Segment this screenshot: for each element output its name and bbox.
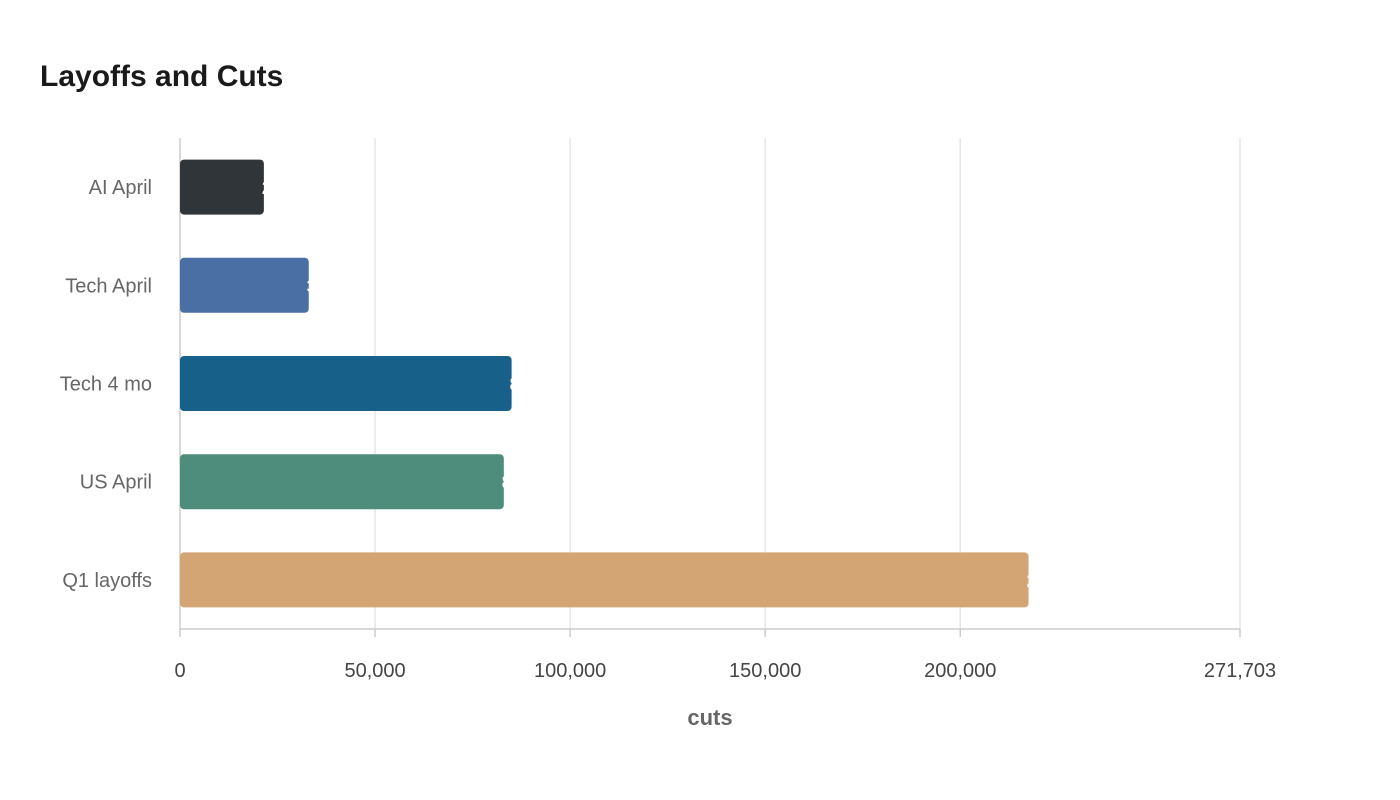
category-label: Tech 4 mo: [60, 374, 152, 396]
bar: [180, 257, 309, 313]
bar: [180, 552, 1029, 608]
chart-title: Layoffs and Cuts: [40, 60, 284, 93]
bar-value-label: 85,000: [510, 375, 565, 395]
x-tick-labels: 0 50,000 100,000 150,000 200,000 271,703: [174, 629, 1276, 682]
category-labels: AI April Tech April Tech 4 mo US April Q1 la…: [60, 177, 152, 592]
x-tick-label: 150,000: [729, 660, 801, 682]
bar-value-label: 83,000: [502, 473, 557, 493]
category-label: Tech April: [65, 275, 152, 297]
bar: [180, 454, 504, 510]
bars: 21,500 33,000 85,000 83,000 217,500: [180, 159, 1092, 608]
x-tick-label: 0: [174, 660, 185, 682]
category-label: US April: [80, 472, 152, 494]
x-tick-label: 100,000: [534, 660, 606, 682]
category-label: AI April: [89, 177, 152, 199]
category-label: Q1 layoffs: [62, 570, 152, 592]
bar-value-label: 21,500: [262, 178, 317, 198]
bar: [180, 356, 512, 411]
bar-value-label: 217,500: [1027, 571, 1092, 591]
bar-value-label: 33,000: [307, 276, 362, 296]
x-tick-label: 271,703: [1204, 660, 1276, 682]
x-axis-title: cuts: [687, 705, 732, 730]
grid-lines: [374, 138, 1241, 629]
x-tick-label: 50,000: [344, 660, 405, 682]
x-tick-label: 200,000: [924, 660, 996, 682]
bar: [180, 159, 264, 215]
